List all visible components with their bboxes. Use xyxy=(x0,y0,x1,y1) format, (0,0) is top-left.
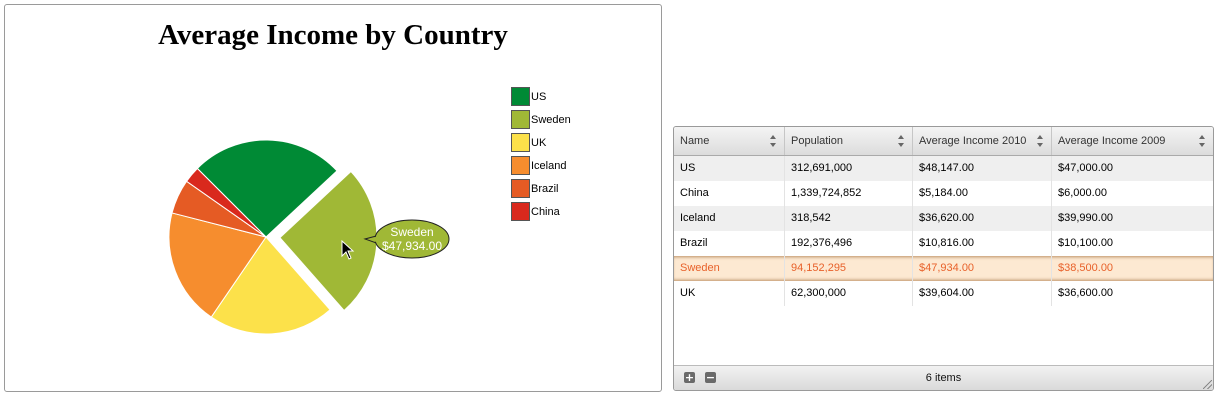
resize-grip[interactable] xyxy=(1203,380,1212,389)
table-cell: $48,147.00 xyxy=(913,156,1052,181)
table-cell: $47,000.00 xyxy=(1058,162,1114,174)
table-row[interactable]: US 312,691,000 $48,147.00 $47,000.00 xyxy=(674,156,1213,181)
table-cell: $39,990.00 xyxy=(1058,212,1114,224)
chart-legend: US Sweden UK Iceland Brazil China xyxy=(511,85,571,223)
column-header-label: Name xyxy=(680,135,710,147)
pie-slice-china[interactable] xyxy=(185,167,267,238)
column-header-population[interactable]: Population xyxy=(785,127,913,155)
table-cell: $47,934.00 xyxy=(913,256,1052,281)
legend-swatch xyxy=(511,202,530,221)
legend-label: US xyxy=(531,90,547,103)
table-cell: 192,376,496 xyxy=(785,231,913,256)
table-cell: 1,339,724,852 xyxy=(785,181,913,206)
table-cell: UK xyxy=(674,281,785,306)
table-cell: $10,100.00 xyxy=(1058,237,1114,249)
column-header-average-income-2010[interactable]: Average Income 2010 xyxy=(913,127,1052,155)
legend-swatch xyxy=(511,87,530,106)
grid-body: US 312,691,000 $48,147.00 $47,000.00 China 1,… xyxy=(674,156,1213,306)
add-row-button[interactable]: + xyxy=(684,371,695,384)
table-cell: US xyxy=(674,156,785,181)
legend-label: UK xyxy=(531,136,547,149)
table-row[interactable]: UK 62,300,000 $39,604.00 $36,600.00 xyxy=(674,281,1213,306)
legend-item-sweden[interactable]: Sweden xyxy=(511,108,571,131)
item-count: 6 items xyxy=(925,372,962,384)
table-row[interactable]: Iceland 318,542 $36,620.00 $39,990.00 xyxy=(674,206,1213,231)
table-cell: 94,152,295 xyxy=(785,256,913,281)
chart-panel: Average Income by Country Sweden $47,934.… xyxy=(4,4,662,392)
sort-icon[interactable] xyxy=(770,135,776,147)
sort-icon[interactable] xyxy=(898,135,904,147)
tooltip-label: Sweden xyxy=(390,225,433,239)
legend-swatch xyxy=(511,156,530,175)
slice-tooltip: Sweden$47,934.00 xyxy=(363,219,450,259)
table-cell: Iceland xyxy=(674,206,785,231)
legend-swatch xyxy=(511,110,530,129)
table-cell: $36,600.00 xyxy=(1058,287,1114,299)
legend-item-china[interactable]: China xyxy=(511,200,571,223)
table-cell: 318,542 xyxy=(785,206,913,231)
chart-title: Average Income by Country xyxy=(158,19,508,51)
column-header-name[interactable]: Name xyxy=(674,127,785,155)
legend-swatch xyxy=(511,133,530,152)
legend-label: China xyxy=(531,205,560,218)
legend-label: Sweden xyxy=(531,113,571,126)
table-cell: $6,000.00 xyxy=(1058,187,1107,199)
legend-item-brazil[interactable]: Brazil xyxy=(511,177,571,200)
table-cell: $36,620.00 xyxy=(913,206,1052,231)
table-cell: Sweden xyxy=(674,256,785,281)
legend-item-iceland[interactable]: Iceland xyxy=(511,154,571,177)
pie-chart: Sweden$47,934.00 xyxy=(168,139,450,335)
column-header-label: Average Income 2010 xyxy=(919,135,1027,147)
table-cell: $38,500.00 xyxy=(1058,262,1114,274)
table-row[interactable]: China 1,339,724,852 $5,184.00 $6,000.00 xyxy=(674,181,1213,206)
mouse-cursor-icon xyxy=(341,239,355,260)
pie-slice-us[interactable] xyxy=(196,139,338,238)
table-cell: $5,184.00 xyxy=(913,181,1052,206)
column-header-average-income-2009[interactable]: Average Income 2009 xyxy=(1052,127,1213,155)
data-grid: Name Population Average Income 2010 Average… xyxy=(673,126,1214,391)
legend-item-uk[interactable]: UK xyxy=(511,131,571,154)
table-cell: 312,691,000 xyxy=(785,156,913,181)
legend-item-us[interactable]: US xyxy=(511,85,571,108)
remove-row-button[interactable]: − xyxy=(705,371,716,384)
column-header-label: Population xyxy=(791,135,843,147)
table-row[interactable]: Sweden 94,152,295 $47,934.00 $38,500.00 xyxy=(674,256,1213,281)
grid-footer: + − 6 items xyxy=(674,365,1213,390)
grid-header: Name Population Average Income 2010 Average… xyxy=(674,127,1213,156)
table-cell: $39,604.00 xyxy=(913,281,1052,306)
sort-icon[interactable] xyxy=(1199,135,1205,147)
pie-slice-iceland[interactable] xyxy=(168,212,267,318)
table-row[interactable]: Brazil 192,376,496 $10,816.00 $10,100.00 xyxy=(674,231,1213,256)
tooltip-value: $47,934.00 xyxy=(382,239,442,253)
table-cell: China xyxy=(674,181,785,206)
legend-label: Iceland xyxy=(531,159,567,172)
legend-label: Brazil xyxy=(531,182,559,195)
column-header-label: Average Income 2009 xyxy=(1058,135,1166,147)
table-cell: $10,816.00 xyxy=(913,231,1052,256)
legend-swatch xyxy=(511,179,530,198)
table-cell: Brazil xyxy=(674,231,785,256)
table-cell: 62,300,000 xyxy=(785,281,913,306)
pie-slice-uk[interactable] xyxy=(210,236,331,335)
sort-icon[interactable] xyxy=(1037,135,1043,147)
